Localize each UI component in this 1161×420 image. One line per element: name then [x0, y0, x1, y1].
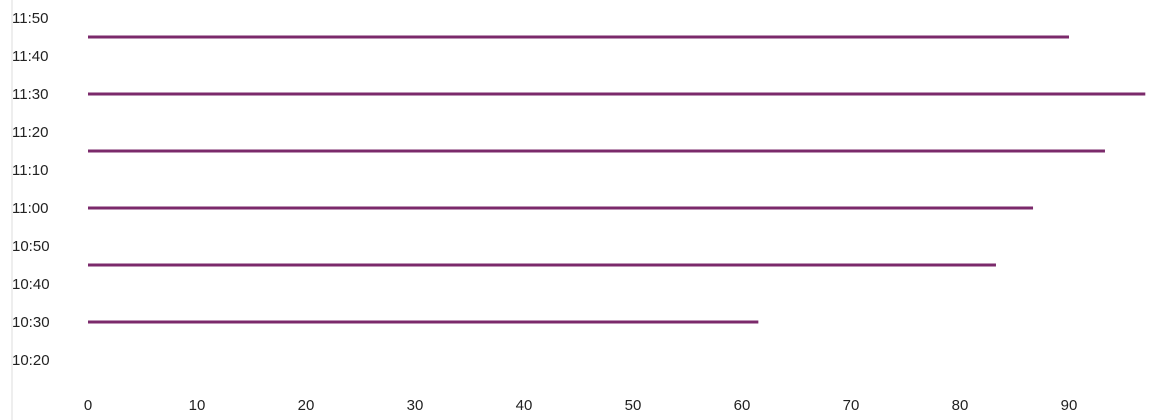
x-tick-label: 90: [1061, 397, 1078, 414]
bar: [88, 92, 1146, 96]
bar: [88, 35, 1069, 39]
y-tick-label: 11:50: [12, 10, 48, 27]
y-tick-label: 11:30: [12, 86, 48, 103]
y-tick-label: 11:40: [12, 48, 48, 65]
bar: [88, 206, 1034, 210]
y-tick-label: 11:00: [12, 200, 48, 217]
bar: [88, 320, 759, 324]
x-tick-label: 30: [407, 397, 424, 414]
x-tick-label: 70: [843, 397, 860, 414]
x-tick-label: 50: [625, 397, 642, 414]
x-tick-label: 0: [84, 397, 92, 414]
y-tick-label: 11:20: [12, 124, 48, 141]
y-tick-label: 10:30: [12, 314, 50, 331]
y-axis-ticks: 11:50 11:40 11:30 11:20 11:10 11:00 10:50 10:40…: [12, 10, 50, 369]
x-tick-label: 10: [189, 397, 206, 414]
x-tick-label: 80: [952, 397, 969, 414]
y-tick-label: 11:10: [12, 162, 48, 179]
x-tick-label: 60: [734, 397, 751, 414]
x-tick-label: 40: [516, 397, 533, 414]
y-tick-label: 10:20: [12, 352, 50, 369]
y-tick-label: 10:50: [12, 238, 50, 255]
x-tick-label: 20: [298, 397, 315, 414]
bar: [88, 263, 996, 267]
y-tick-label: 10:40: [12, 276, 50, 293]
bars: [88, 35, 1146, 324]
bar: [88, 149, 1105, 153]
x-axis-ticks: 0 10 20 30 40 50 60 70 80 90: [84, 397, 1078, 414]
